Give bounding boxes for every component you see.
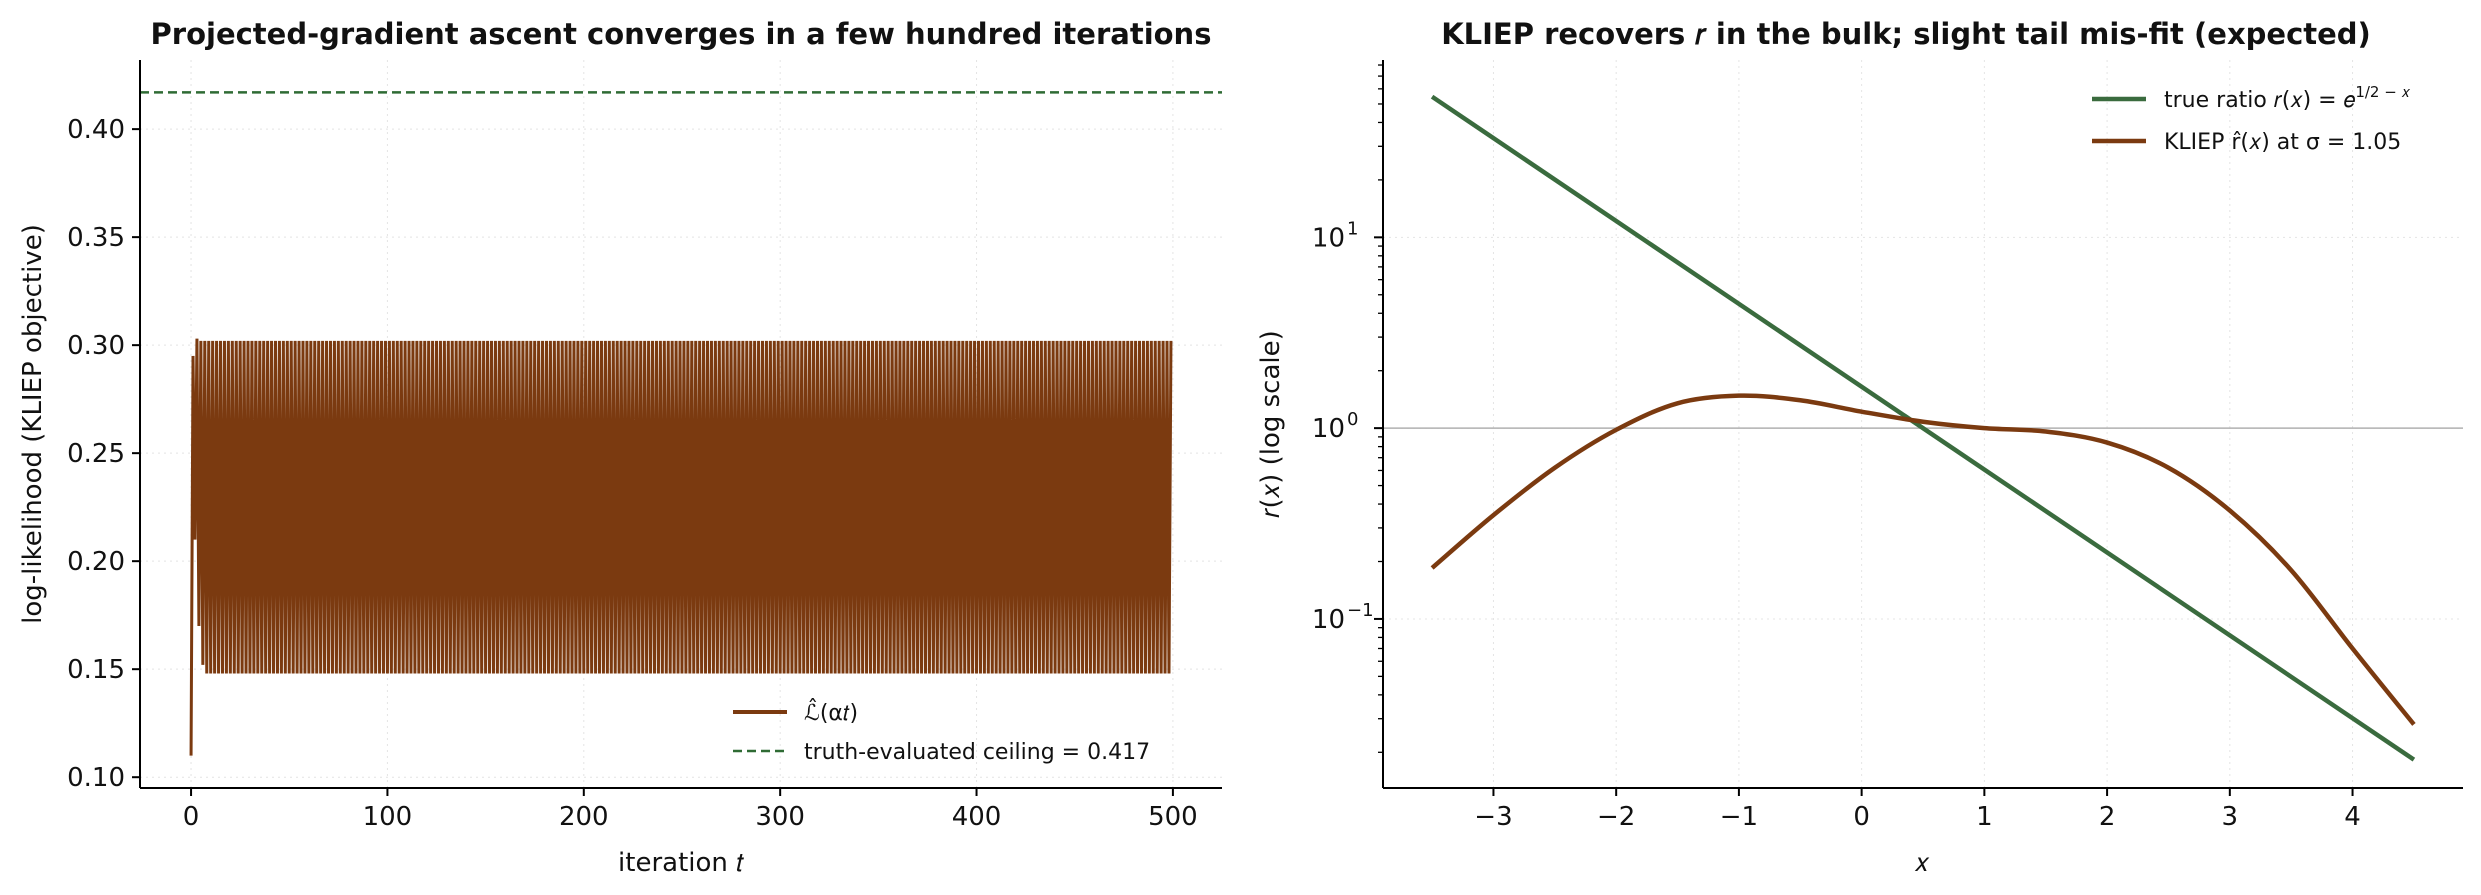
left-y-axis-label: log-likelihood (KLIEP objective) (18, 224, 48, 624)
legend-label-true-ratio: true ratio 𝑟(𝑥) = 𝑒1/2 − 𝑥 (2164, 83, 2411, 113)
left-y-tick-label: 0.40 (67, 115, 125, 145)
right-x-tick-label: 0 (1853, 802, 1870, 832)
right-x-tick-label: 3 (2222, 802, 2239, 832)
left-y-tick-label: 0.30 (67, 331, 125, 361)
left-x-tick-label: 0 (183, 802, 200, 832)
right-series-layer (1430, 94, 2416, 762)
legend-label-likelihood: ℒ̂(α𝑡) (804, 699, 858, 726)
right-x-axis-label: 𝑥 (1915, 848, 1930, 878)
left-chart-title: Projected-gradient ascent converges in a… (151, 17, 1212, 51)
legend-true-ratio-main: true ratio 𝑟(𝑥) = 𝑒 (2164, 88, 2356, 113)
right-x-tick-label: −1 (1720, 802, 1758, 832)
likelihood-curve (189, 338, 1173, 756)
left-ticks: 0 100 200 300 400 500 0.10 0.15 0.20 0.25 0.30 0.35… (67, 115, 1198, 832)
left-x-axis-label: iteration 𝑡 (618, 848, 744, 878)
legend-true-ratio-exponent: 1/2 − 𝑥 (2355, 83, 2410, 101)
right-y-tick-label: 10 (1312, 414, 1345, 444)
kliep-estimate-curve (1430, 393, 2416, 726)
left-panel: Projected-gradient ascent converges in a… (18, 17, 1222, 878)
left-y-tick-label: 0.20 (67, 547, 125, 577)
left-y-tick-label: 0.15 (67, 655, 125, 685)
right-x-tick-label: −2 (1597, 802, 1635, 832)
right-x-tick-label: 2 (2099, 802, 2116, 832)
right-legend: true ratio 𝑟(𝑥) = 𝑒1/2 − 𝑥 KLIEP r̂(𝑥) a… (2092, 83, 2411, 155)
right-x-tick-label: 1 (1976, 802, 1993, 832)
right-y-tick-label: 10 (1312, 605, 1345, 635)
left-x-tick-label: 300 (755, 802, 805, 832)
left-x-tick-label: 400 (952, 802, 1002, 832)
right-x-tick-label: −3 (1474, 802, 1512, 832)
right-chart-title: KLIEP recovers 𝑟 in the bulk; slight tai… (1441, 17, 2371, 51)
legend-label-kliep: KLIEP r̂(𝑥) at σ = 1.05 (2164, 130, 2401, 155)
right-panel: KLIEP recovers 𝑟 in the bulk; slight tai… (1256, 17, 2463, 878)
true-ratio-line (1430, 94, 2416, 762)
left-x-tick-label: 500 (1148, 802, 1198, 832)
left-y-tick-label: 0.10 (67, 763, 125, 793)
right-y-tick-label: 10 (1312, 223, 1345, 253)
left-y-tick-label: 0.25 (67, 439, 125, 469)
right-y-tick-exponent: 1 (1347, 218, 1358, 239)
left-legend: ℒ̂(α𝑡) truth-evaluated ceiling = 0.417 (733, 699, 1150, 765)
left-x-tick-label: 200 (559, 802, 609, 832)
right-y-tick-exponent: −1 (1347, 600, 1374, 621)
left-y-tick-label: 0.35 (67, 223, 125, 253)
left-axes (139, 60, 1222, 789)
legend-label-ceiling: truth-evaluated ceiling = 0.417 (804, 740, 1150, 765)
right-x-tick-label: 4 (2344, 802, 2361, 832)
right-y-tick-exponent: 0 (1347, 409, 1358, 430)
right-axes (1382, 60, 2463, 789)
left-series-layer (189, 338, 1173, 756)
right-y-axis-label: 𝑟(𝑥) (log scale) (1256, 330, 1286, 518)
left-x-tick-label: 100 (363, 802, 413, 832)
